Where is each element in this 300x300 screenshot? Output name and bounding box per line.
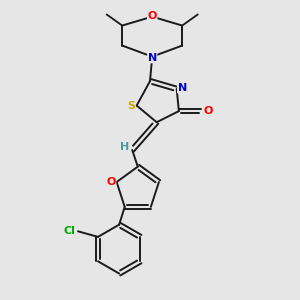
Text: O: O [203, 106, 212, 116]
Text: N: N [178, 83, 187, 93]
Text: Cl: Cl [63, 226, 75, 236]
Text: O: O [148, 11, 157, 21]
Text: O: O [106, 177, 116, 187]
Text: S: S [127, 100, 135, 111]
Text: H: H [120, 142, 129, 152]
Text: N: N [148, 53, 157, 63]
